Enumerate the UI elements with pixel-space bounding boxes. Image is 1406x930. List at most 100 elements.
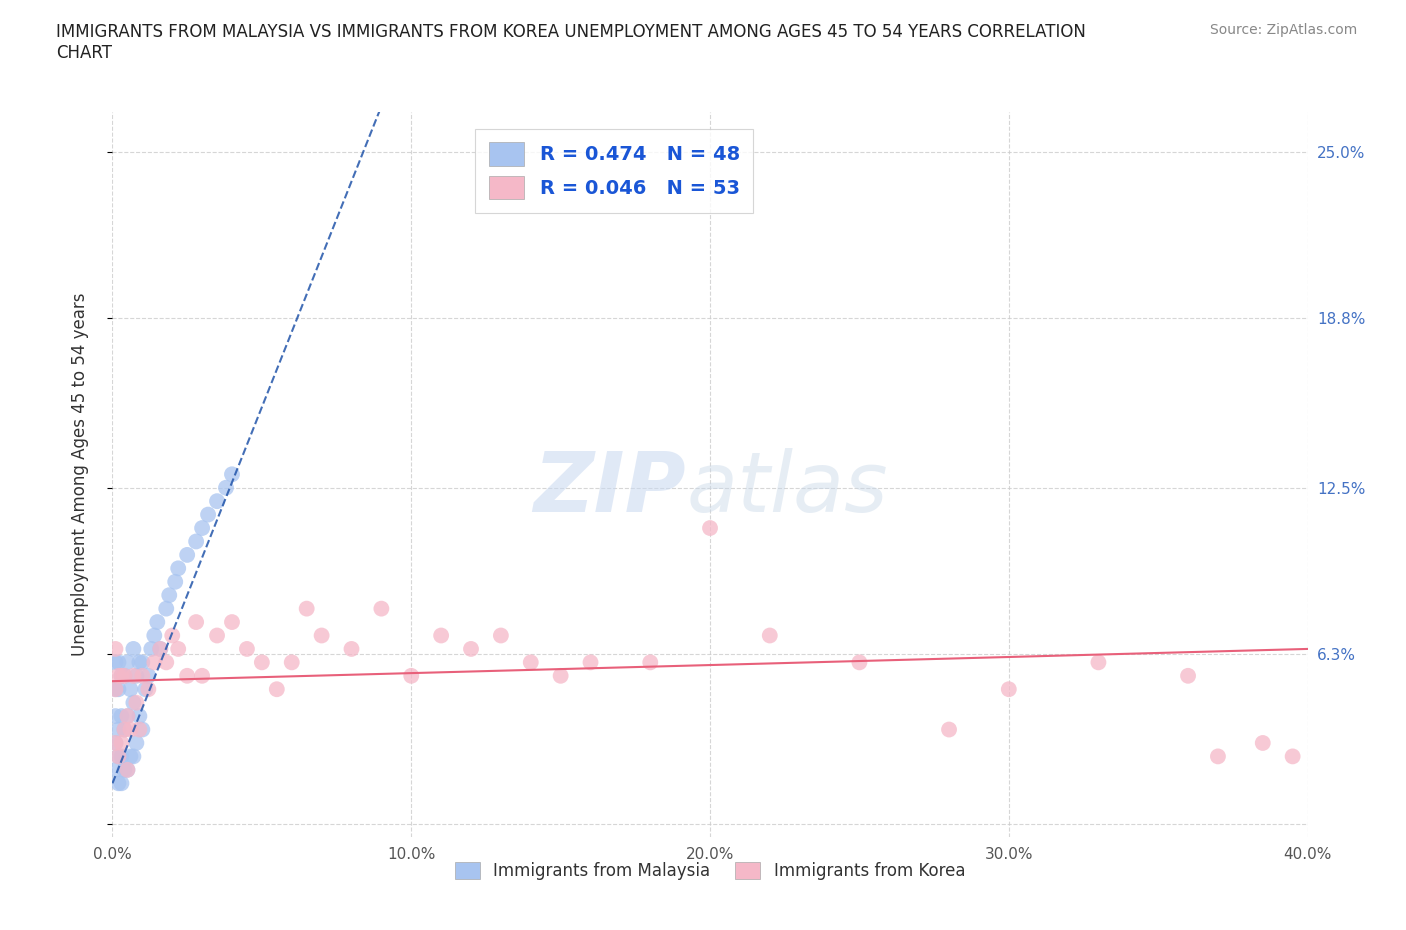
Point bbox=[117, 655, 139, 670]
Point bbox=[550, 669, 572, 684]
Point bbox=[149, 642, 172, 657]
Point bbox=[128, 709, 150, 724]
Point bbox=[114, 722, 135, 737]
Point bbox=[122, 749, 145, 764]
Point bbox=[759, 628, 782, 643]
Point bbox=[117, 763, 139, 777]
Point bbox=[104, 709, 127, 724]
Point bbox=[125, 669, 148, 684]
Point bbox=[131, 655, 153, 670]
Point bbox=[104, 655, 127, 670]
Point bbox=[107, 655, 129, 670]
Text: IMMIGRANTS FROM MALAYSIA VS IMMIGRANTS FROM KOREA UNEMPLOYMENT AMONG AGES 45 TO : IMMIGRANTS FROM MALAYSIA VS IMMIGRANTS F… bbox=[56, 23, 1085, 62]
Point bbox=[117, 709, 139, 724]
Point bbox=[134, 682, 156, 697]
Point bbox=[848, 655, 870, 670]
Point bbox=[107, 776, 129, 790]
Point bbox=[138, 669, 160, 684]
Point bbox=[104, 763, 127, 777]
Point bbox=[998, 682, 1021, 697]
Point bbox=[340, 642, 363, 657]
Point bbox=[110, 736, 132, 751]
Point bbox=[117, 763, 139, 777]
Point bbox=[295, 601, 318, 616]
Point bbox=[155, 601, 177, 616]
Point bbox=[138, 682, 160, 697]
Point bbox=[114, 669, 135, 684]
Point bbox=[176, 669, 198, 684]
Point bbox=[640, 655, 662, 670]
Point bbox=[236, 642, 259, 657]
Point bbox=[149, 642, 172, 657]
Point bbox=[120, 682, 142, 697]
Point bbox=[460, 642, 482, 657]
Point bbox=[104, 682, 127, 697]
Point bbox=[107, 749, 129, 764]
Point bbox=[110, 749, 132, 764]
Point bbox=[143, 655, 166, 670]
Point bbox=[141, 642, 163, 657]
Point bbox=[104, 682, 127, 697]
Text: atlas: atlas bbox=[686, 448, 887, 529]
Point bbox=[167, 561, 190, 576]
Point bbox=[579, 655, 602, 670]
Point bbox=[110, 669, 132, 684]
Point bbox=[122, 696, 145, 711]
Point bbox=[1251, 736, 1274, 751]
Point bbox=[1177, 669, 1199, 684]
Point bbox=[401, 669, 423, 684]
Point bbox=[311, 628, 333, 643]
Point bbox=[131, 722, 153, 737]
Point bbox=[128, 722, 150, 737]
Point bbox=[221, 467, 243, 482]
Point bbox=[205, 628, 228, 643]
Point bbox=[250, 655, 273, 670]
Point bbox=[176, 548, 198, 563]
Point bbox=[122, 669, 145, 684]
Point bbox=[128, 655, 150, 670]
Point bbox=[1281, 749, 1303, 764]
Point bbox=[157, 588, 180, 603]
Text: ZIP: ZIP bbox=[533, 448, 686, 529]
Point bbox=[110, 669, 132, 684]
Point bbox=[191, 669, 214, 684]
Point bbox=[281, 655, 304, 670]
Text: Source: ZipAtlas.com: Source: ZipAtlas.com bbox=[1209, 23, 1357, 37]
Point bbox=[120, 749, 142, 764]
Point bbox=[266, 682, 288, 697]
Point bbox=[1087, 655, 1109, 670]
Point bbox=[107, 749, 129, 764]
Point bbox=[131, 669, 153, 684]
Point bbox=[125, 736, 148, 751]
Legend: Immigrants from Malaysia, Immigrants from Korea: Immigrants from Malaysia, Immigrants fro… bbox=[449, 856, 972, 886]
Point bbox=[104, 642, 127, 657]
Point bbox=[110, 776, 132, 790]
Point bbox=[107, 722, 129, 737]
Point bbox=[186, 615, 208, 630]
Point bbox=[162, 628, 183, 643]
Point bbox=[167, 642, 190, 657]
Point bbox=[110, 709, 132, 724]
Point bbox=[104, 736, 127, 751]
Point bbox=[155, 655, 177, 670]
Point bbox=[520, 655, 543, 670]
Point bbox=[104, 736, 127, 751]
Point bbox=[143, 628, 166, 643]
Point bbox=[107, 669, 129, 684]
Point bbox=[215, 480, 238, 495]
Point bbox=[146, 615, 169, 630]
Point bbox=[114, 669, 135, 684]
Point bbox=[430, 628, 453, 643]
Point bbox=[120, 722, 142, 737]
Point bbox=[125, 696, 148, 711]
Point bbox=[191, 521, 214, 536]
Point bbox=[122, 642, 145, 657]
Point bbox=[107, 682, 129, 697]
Point bbox=[1206, 749, 1229, 764]
Point bbox=[197, 507, 219, 522]
Point bbox=[370, 601, 392, 616]
Point bbox=[938, 722, 960, 737]
Point bbox=[699, 521, 721, 536]
Point bbox=[186, 534, 208, 549]
Point bbox=[205, 494, 228, 509]
